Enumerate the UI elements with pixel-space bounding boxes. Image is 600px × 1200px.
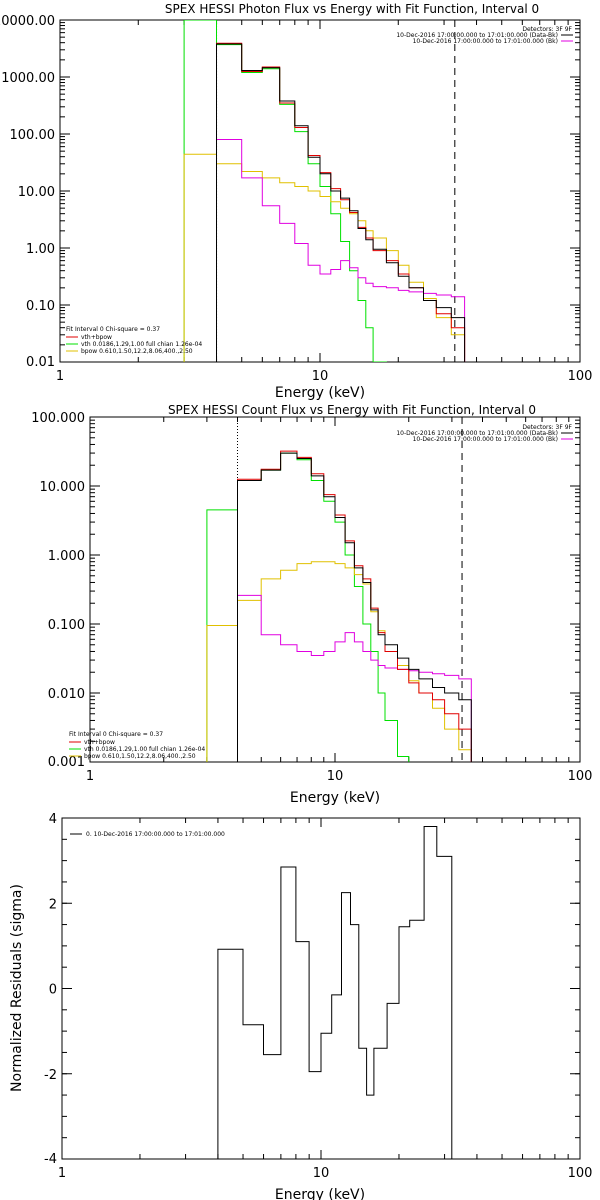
x-axis-label: Energy (keV) <box>275 1187 365 1200</box>
x-tick-label: 10 <box>313 1166 330 1181</box>
y-axis-label: Normalized Residuals (sigma) <box>9 884 25 1092</box>
series-vth-line <box>183 20 387 362</box>
y-tick-label: 10.000 <box>40 480 86 495</box>
y-axis: 0.001 0.010 0.100 1.000 10.000 100.000 <box>31 411 580 770</box>
x-tick-label: 100 <box>568 369 593 384</box>
legend-entry: 10-Dec-2016 17:00:00.000 to 17:01:00.000… <box>413 436 558 443</box>
y-axis: 0.01 0.10 1.00 10.00 100.00 1000.00 10000.00 <box>0 14 580 370</box>
series-data-line <box>217 826 460 1159</box>
legend-entry: 10-Dec-2016 17:00:00.000 to 17:01:00.000… <box>396 32 558 39</box>
x-tick-label: 10 <box>312 369 329 384</box>
legend-entry: 10-Dec-2016 17:00:00.000 to 17:01:00.000… <box>413 38 558 45</box>
fit-info: Fit Interval 0 Chi-square = 0.37 <box>69 731 163 738</box>
series-bpow-line <box>206 561 472 762</box>
legend-entry: vth 0.0186,1.29,1.00 full chian 1.26e-04 <box>84 746 205 753</box>
detector-label: Detectors: 3F 9F <box>522 424 572 431</box>
legend-entry: vth 0.0186,1.29,1.00 full chian 1.26e-04 <box>81 341 202 348</box>
photon-flux-panel: SPEX HESSI Photon Flux vs Energy with Fi… <box>0 2 592 401</box>
series-layer <box>217 826 460 1159</box>
y-axis: -4 -2 0 2 4 <box>44 812 580 1167</box>
y-tick-label: 2 <box>49 897 57 912</box>
y-tick-label: 4 <box>49 812 57 827</box>
x-axis: 1 10 100 <box>58 818 593 1181</box>
y-tick-label: 10000.00 <box>0 14 55 29</box>
x-axis-label: Energy (keV) <box>275 385 365 401</box>
series-total-line <box>237 450 472 762</box>
x-tick-label: 1 <box>86 769 94 784</box>
y-tick-label: 0.010 <box>48 687 85 702</box>
y-tick-label: 0.01 <box>26 355 55 370</box>
legend-top: Detectors: 3F 9F 10-Dec-2016 17:00:00.00… <box>396 424 573 443</box>
x-tick-label: 10 <box>327 769 344 784</box>
legend-entry: bpow 0.610,1.50,12.2,8.06,400.,2.50 <box>81 348 193 355</box>
legend: 0. 10-Dec-2016 17:00:00.000 to 17:01:00.… <box>70 831 225 838</box>
y-tick-label: 1.00 <box>26 242 55 257</box>
series-data-line <box>237 452 472 762</box>
legend-bottom: Fit Interval 0 Chi-square = 0.37 vth+bpo… <box>66 326 202 355</box>
plot-frame <box>89 416 581 763</box>
fit-info: Fit Interval 0 Chi-square = 0.37 <box>66 326 160 333</box>
y-tick-label: 0.10 <box>26 299 55 314</box>
legend-entry: 0. 10-Dec-2016 17:00:00.000 to 17:01:00.… <box>86 831 225 838</box>
y-tick-label: -2 <box>44 1068 57 1083</box>
y-tick-label: 0.001 <box>48 755 85 770</box>
x-tick-label: 1 <box>58 1166 66 1181</box>
y-tick-label: 1.000 <box>48 549 85 564</box>
y-tick-label: 0.100 <box>48 618 85 633</box>
count-flux-panel: SPEX HESSI Count Flux vs Energy with Fit… <box>31 403 592 806</box>
chart-title: SPEX HESSI Photon Flux vs Energy with Fi… <box>165 2 539 16</box>
x-tick-label: 1 <box>56 369 64 384</box>
legend-entry: vth+bpow <box>81 334 112 341</box>
legend-top: Detectors: 3F 9F 10-Dec-2016 17:00:00.00… <box>396 26 573 45</box>
detector-label: Detectors: 3F 9F <box>522 26 572 33</box>
y-tick-label: 100.00 <box>10 128 56 143</box>
x-axis: 1 10 100 <box>86 417 593 784</box>
legend-entry: 10-Dec-2016 17:00:00.000 to 17:01:00.000… <box>396 430 558 437</box>
series-layer <box>206 417 472 762</box>
plot-frame <box>61 817 581 1160</box>
x-tick-label: 100 <box>568 769 593 784</box>
chart-title: SPEX HESSI Count Flux vs Energy with Fit… <box>168 403 536 417</box>
y-tick-label: 1000.00 <box>1 71 55 86</box>
y-tick-label: 100.000 <box>31 411 85 426</box>
y-tick-label: 0 <box>49 983 57 998</box>
legend-entry: vth+bpow <box>84 739 115 746</box>
legend-bottom: Fit Interval 0 Chi-square = 0.37 vth+bpo… <box>69 731 205 760</box>
series-bk-line <box>216 139 466 362</box>
series-layer <box>183 20 466 362</box>
series-data-line <box>216 43 466 362</box>
series-bk-line <box>237 594 472 762</box>
x-tick-label: 100 <box>568 1166 593 1181</box>
legend-entry: bpow 0.610,1.50,12.2,8.06,400.,2.50 <box>84 753 196 760</box>
y-tick-label: 10.00 <box>18 185 55 200</box>
x-axis-label: Energy (keV) <box>290 790 380 806</box>
residuals-panel: -4 -2 0 2 4 1 10 100 Energy (keV) Normalized R… <box>9 812 592 1200</box>
y-tick-label: -4 <box>44 1152 57 1167</box>
